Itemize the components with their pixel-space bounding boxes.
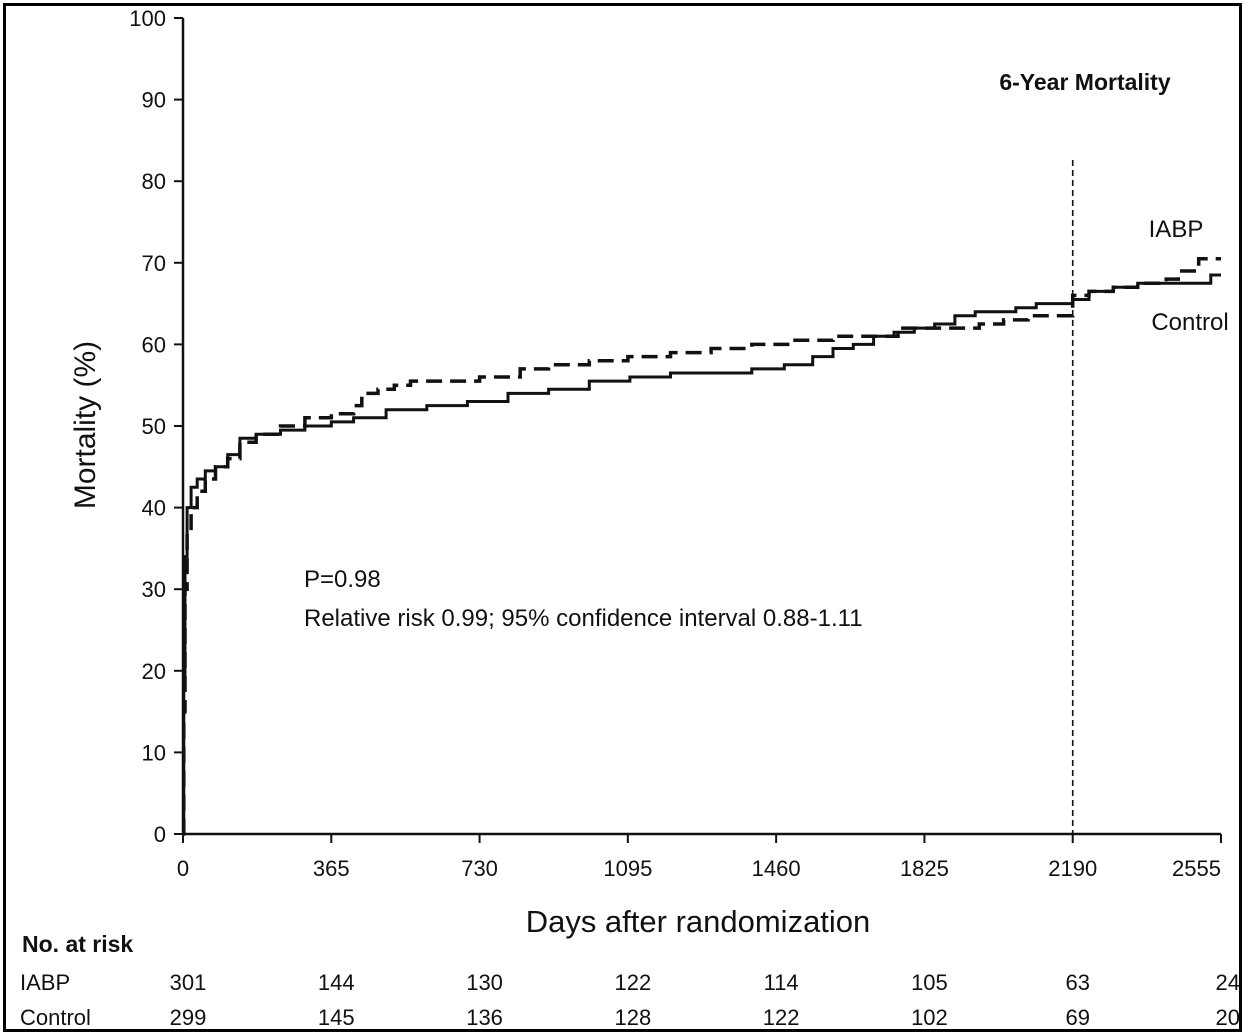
x-tick-label: 0 (177, 856, 189, 881)
y-tick-label: 30 (142, 577, 166, 602)
risk-count: 122 (763, 1005, 800, 1030)
risk-count: 102 (911, 1005, 948, 1030)
axes (181, 18, 1221, 836)
y-tick-label: 70 (142, 251, 166, 276)
risk-count: 20 (1216, 1005, 1240, 1030)
series-label-iabp: IABP (1149, 216, 1204, 243)
risk-count: 69 (1065, 1005, 1089, 1030)
risk-count: 301 (170, 970, 207, 995)
relative-risk-annotation: Relative risk 0.99; 95% confidence inter… (304, 605, 863, 632)
p-value-annotation: P=0.98 (304, 566, 381, 593)
risk-count: 299 (170, 1005, 207, 1030)
x-tick-label: 2190 (1048, 856, 1097, 881)
y-axis-label: Mortality (%) (69, 341, 102, 509)
y-tick-label: 90 (142, 88, 166, 113)
y-tick-label: 100 (129, 6, 166, 31)
y-tick-label: 40 (142, 496, 166, 521)
risk-count: 105 (911, 970, 948, 995)
risk-count: 122 (614, 970, 651, 995)
risk-count: 136 (466, 1005, 503, 1030)
series-line-iabp (182, 256, 1221, 836)
risk-row-label: Control (20, 1005, 91, 1030)
x-tick-label: 365 (313, 856, 350, 881)
y-tick-label: 20 (142, 659, 166, 684)
x-tick-label: 1460 (752, 856, 801, 881)
series-label-control: Control (1151, 309, 1228, 336)
risk-count: 24 (1216, 970, 1240, 995)
x-tick-label: 730 (461, 856, 498, 881)
risk-count: 130 (466, 970, 503, 995)
chart-title: 6-Year Mortality (999, 69, 1170, 95)
risk-count: 63 (1065, 970, 1089, 995)
y-tick-label: 10 (142, 740, 166, 765)
x-tick-label: 1825 (900, 856, 949, 881)
risk-count: 144 (318, 970, 355, 995)
risk-count: 145 (318, 1005, 355, 1030)
ticks: 0 10 20 30 40 50 60 70 80 90 100 0 365 730 1095 1460 182… (129, 6, 1222, 881)
series-group (182, 256, 1221, 836)
risk-table: IABP 301 144 130 122 114 105 63 24 Control 299 145 1… (20, 970, 1240, 1030)
risk-row-label: IABP (20, 970, 70, 995)
risk-count: 128 (614, 1005, 651, 1030)
y-tick-label: 80 (142, 169, 166, 194)
x-tick-label: 1095 (603, 856, 652, 881)
y-tick-label: 50 (142, 414, 166, 439)
x-axis-label: Days after randomization (526, 904, 871, 939)
risk-table-heading: No. at risk (22, 931, 133, 957)
risk-count: 114 (764, 970, 799, 995)
y-tick-label: 0 (154, 822, 166, 847)
y-tick-label: 60 (142, 332, 166, 357)
series-line-control (182, 273, 1221, 836)
x-tick-label: 2555 (1172, 856, 1221, 881)
figure-frame (3, 3, 1242, 1032)
